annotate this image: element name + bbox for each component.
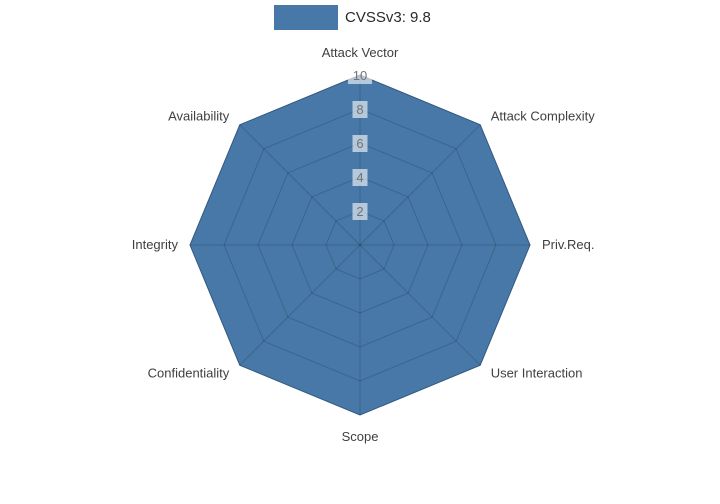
radial-tick-bg: [352, 203, 368, 220]
legend-item[interactable]: CVSSv3: 9.8: [274, 5, 431, 30]
radar-grid-ring: [291, 176, 429, 314]
radar-spoke: [359, 124, 481, 246]
radial-tick-label: 6: [356, 136, 363, 151]
radial-tick-bg: [352, 101, 368, 118]
axis-label-scope: Scope: [342, 429, 379, 444]
radial-tick-bg: [352, 169, 368, 186]
radial-tick-bg: [352, 135, 368, 152]
axis-label-priv-req: Priv.Req.: [542, 237, 595, 252]
radial-tick-label: 8: [356, 102, 363, 117]
radar-grid-ring: [325, 210, 395, 280]
axis-label-user-interaction: User Interaction: [491, 366, 583, 381]
radar-spoke: [239, 244, 361, 366]
axis-label-attack-complexity: Attack Complexity: [491, 108, 596, 123]
radial-tick-label: 10: [353, 68, 367, 83]
radar-grid-ring: [257, 142, 463, 348]
radial-tick-label: 4: [356, 170, 363, 185]
radial-tick-bg: [348, 67, 372, 84]
radar-grid-ring: [223, 108, 497, 382]
radar-grid-ring: [189, 74, 531, 416]
axis-label-attack-vector: Attack Vector: [322, 45, 399, 60]
axis-label-integrity: Integrity: [132, 237, 179, 252]
radar-series-polygon: [189, 74, 531, 416]
radar-spoke: [359, 244, 481, 366]
axis-label-availability: Availability: [168, 108, 230, 123]
axis-label-confidentiality: Confidentiality: [148, 366, 230, 381]
radial-tick-label: 2: [356, 204, 363, 219]
radar-spoke: [239, 124, 361, 246]
legend-swatch: [274, 5, 338, 30]
legend-label: CVSSv3: 9.8: [345, 9, 431, 26]
